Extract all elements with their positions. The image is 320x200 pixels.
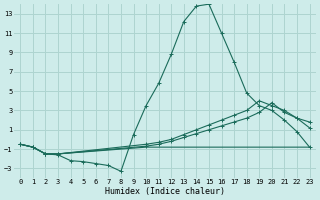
X-axis label: Humidex (Indice chaleur): Humidex (Indice chaleur) [105, 187, 225, 196]
